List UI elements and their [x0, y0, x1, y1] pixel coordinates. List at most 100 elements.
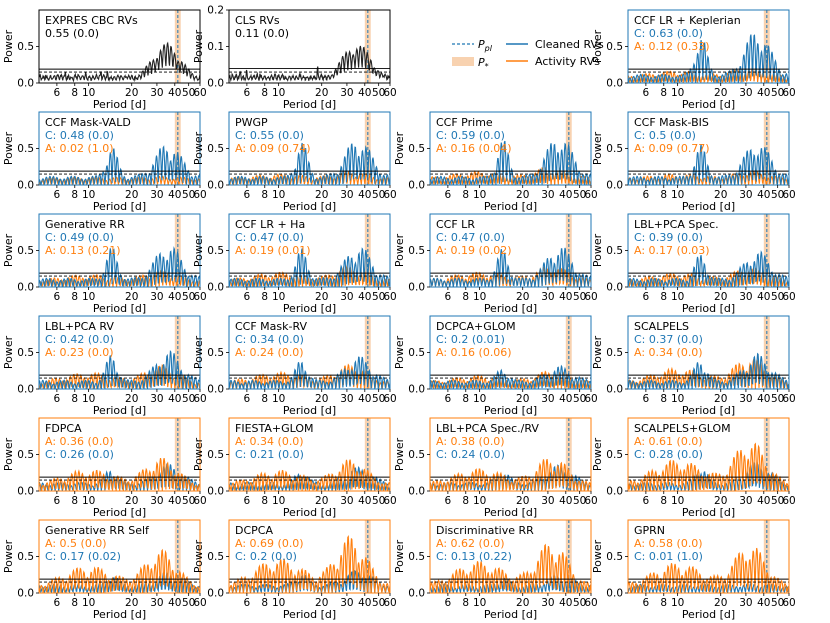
- x-tick-label: 6: [54, 189, 61, 201]
- x-tick-label: 40: [559, 291, 572, 303]
- x-tick-label: 30: [340, 495, 353, 507]
- x-tick-label: 8: [660, 189, 667, 201]
- x-tick-label: 50: [573, 393, 586, 405]
- x-tick-label: 6: [54, 393, 61, 405]
- y-tick-label: 0.0: [408, 384, 425, 396]
- x-tick-label: 20: [516, 393, 529, 405]
- x-tick-label: 40: [168, 597, 181, 609]
- x-tick-label: 30: [340, 597, 353, 609]
- x-tick-label: 8: [660, 393, 667, 405]
- x-tick-label: 6: [244, 189, 251, 201]
- panel-stat-secondary: A: 0.02 (1.0): [45, 142, 114, 155]
- y-tick-label: 0.0: [207, 78, 224, 90]
- x-tick-label: 50: [771, 189, 784, 201]
- y-tick-label: 0.0: [17, 486, 34, 498]
- x-tick-label: 20: [125, 87, 138, 99]
- y-axis-label: Power: [2, 539, 15, 573]
- x-tick-label: 10: [473, 291, 486, 303]
- x-tick-label: 60: [782, 87, 795, 99]
- x-tick-label: 6: [244, 393, 251, 405]
- y-tick-label: 0.5: [207, 551, 224, 563]
- panel-stat-secondary: C: 0.2 (0.0): [235, 550, 297, 563]
- x-tick-label: 20: [714, 189, 727, 201]
- panel-title: FDPCA: [45, 422, 82, 435]
- cleaned-rv-periodogram: [39, 246, 200, 287]
- y-tick-label: 0.0: [17, 282, 34, 294]
- x-tick-label: 10: [272, 495, 285, 507]
- y-tick-label: 0.5: [17, 245, 34, 257]
- y-tick-label: 0.0: [606, 384, 623, 396]
- x-tick-label: 60: [193, 291, 206, 303]
- x-tick-label: 30: [739, 495, 752, 507]
- x-tick-label: 50: [372, 189, 385, 201]
- x-tick-label: 8: [261, 189, 268, 201]
- panel-stat-secondary: A: 0.16 (0.06): [436, 346, 512, 359]
- x-tick-label: 30: [541, 393, 554, 405]
- y-tick-label: 0.0: [207, 588, 224, 600]
- cleaned-rv-periodogram: [39, 349, 200, 389]
- x-tick-label: 40: [757, 495, 770, 507]
- x-tick-label: 40: [358, 393, 371, 405]
- x-axis-label: Period [d]: [283, 506, 336, 519]
- x-tick-label: 30: [150, 291, 163, 303]
- panel-title: CCF Mask-VALD: [45, 116, 131, 129]
- x-tick-label: 40: [168, 87, 181, 99]
- x-tick-label: 8: [462, 597, 469, 609]
- x-tick-label: 20: [315, 291, 328, 303]
- x-tick-label: 50: [771, 291, 784, 303]
- x-tick-label: 8: [71, 189, 78, 201]
- legend-cleaned-label: Cleaned RVs: [535, 38, 604, 51]
- x-tick-label: 10: [671, 597, 684, 609]
- x-axis-label: Period [d]: [93, 98, 146, 111]
- y-axis-label: Power: [591, 29, 604, 63]
- y-axis-label: Power: [591, 233, 604, 267]
- x-tick-label: 30: [739, 393, 752, 405]
- x-tick-label: 6: [244, 495, 251, 507]
- cleaned-rv-periodogram: [628, 250, 789, 287]
- x-tick-label: 60: [193, 87, 206, 99]
- raw-rv-periodogram: [229, 45, 390, 83]
- panel-title: DCPCA: [235, 524, 273, 537]
- x-tick-label: 40: [168, 393, 181, 405]
- panel-title: CLS RVs: [235, 14, 280, 27]
- x-tick-label: 60: [584, 495, 597, 507]
- y-tick-label: 0.0: [606, 486, 623, 498]
- x-tick-label: 40: [168, 291, 181, 303]
- cleaned-rv-periodogram: [229, 142, 390, 185]
- panel-title: DCPCA+GLOM: [436, 320, 516, 333]
- panel-stat-secondary: C: 0.28 (0.0): [634, 448, 703, 461]
- panel-discriminative-rr: Discriminative RRA: 0.62 (0.0)C: 0.13 (0…: [393, 519, 598, 621]
- x-tick-label: 50: [182, 597, 195, 609]
- x-tick-label: 10: [272, 597, 285, 609]
- x-tick-label: 40: [358, 291, 371, 303]
- y-tick-label: 0.5: [606, 551, 623, 563]
- x-tick-label: 8: [261, 495, 268, 507]
- y-tick-label: 0.0: [207, 384, 224, 396]
- x-tick-label: 30: [150, 87, 163, 99]
- panel-ccf-lr: CCF LRC: 0.47 (0.0)A: 0.19 (0.02)0.00.5P…: [393, 213, 598, 315]
- x-tick-label: 8: [261, 597, 268, 609]
- x-tick-label: 40: [358, 87, 371, 99]
- panel-title: GPRN: [634, 524, 665, 537]
- y-tick-label: 0.5: [408, 245, 425, 257]
- x-tick-label: 40: [168, 189, 181, 201]
- x-tick-label: 30: [739, 87, 752, 99]
- panel-stat-primary: C: 0.49 (0.0): [45, 231, 114, 244]
- panel-stat-secondary: A: 0.19 (0.01): [235, 244, 311, 257]
- x-tick-label: 10: [671, 189, 684, 201]
- cleaned-rv-periodogram: [430, 140, 591, 185]
- x-axis-label: Period [d]: [283, 200, 336, 213]
- panel-stat-primary: 0.11 (0.0): [235, 27, 289, 40]
- x-tick-label: 10: [473, 597, 486, 609]
- x-tick-label: 50: [372, 393, 385, 405]
- cleaned-rv-periodogram: [628, 144, 789, 185]
- x-tick-label: 20: [315, 87, 328, 99]
- panel-stat-secondary: A: 0.23 (0.0): [45, 346, 114, 359]
- panel-stat-primary: C: 0.39 (0.0): [634, 231, 703, 244]
- legend-pplanet-label: Ppl: [478, 38, 493, 53]
- y-tick-label: 0.5: [17, 449, 34, 461]
- y-tick-label: 0.5: [606, 449, 623, 461]
- x-tick-label: 8: [71, 495, 78, 507]
- y-tick-label: 0.5: [207, 143, 224, 155]
